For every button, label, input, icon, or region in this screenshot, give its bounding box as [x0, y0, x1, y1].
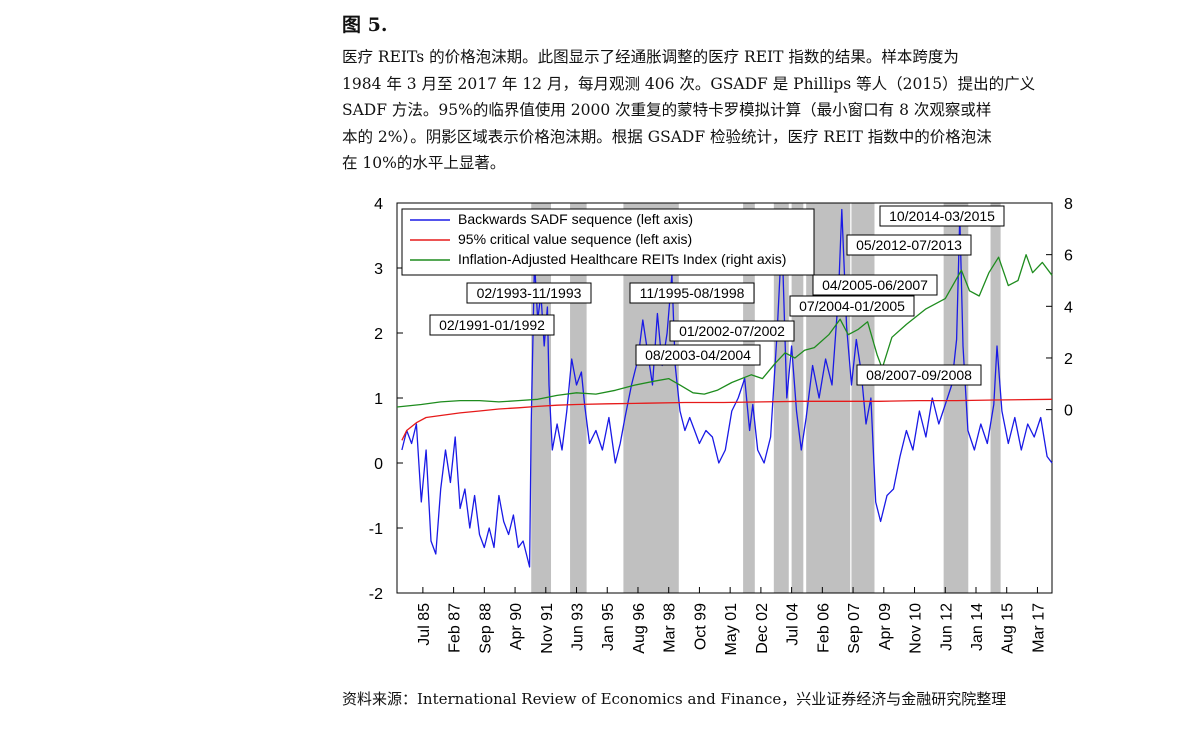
period-label: 02/1991-01/1992 [439, 317, 545, 333]
period-label-box [669, 320, 795, 342]
series-line-critical-value [401, 398, 1053, 441]
x-tick-label: Feb 06 [815, 603, 832, 653]
x-tick-label: Jul 85 [416, 603, 433, 646]
period-label-box [789, 295, 915, 317]
period-label: 08/2007-09/2008 [866, 367, 972, 383]
x-tick-label: Mar 98 [662, 603, 679, 653]
figure-source: 资料来源：International Review of Economics a… [342, 690, 1007, 708]
right-tick-label: 8 [1064, 196, 1073, 213]
period-label: 08/2003-04/2004 [645, 347, 751, 363]
left-tick-label: 4 [374, 196, 383, 213]
legend-entry: Inflation-Adjusted Healthcare REITs Inde… [458, 251, 786, 267]
legend: Backwards SADF sequence (left axis) 95% c… [401, 208, 815, 276]
left-tick-label: -2 [369, 586, 383, 603]
caption-line: 本的 2%）。阴影区域表示价格泡沫期。根据 GSADF 检验统计，医疗 REIT… [342, 127, 992, 146]
right-axis: 0 2 4 6 8 [1046, 196, 1073, 420]
caption-line: SADF 方法。95%的临界值使用 2000 次重复的蒙特卡罗模拟计算（最小窗口… [342, 101, 992, 120]
x-tick-label: Jun 93 [570, 603, 587, 651]
x-tick-label: Jan 14 [969, 603, 986, 651]
bubble-period-band [773, 203, 789, 593]
period-label-box [879, 205, 1005, 227]
period-label: 07/2004-01/2005 [799, 298, 905, 314]
x-tick-label: Jan 95 [600, 603, 617, 651]
x-tick-label: Mar 17 [1030, 603, 1047, 653]
x-tick-label: May 01 [723, 603, 740, 656]
figure-caption: 医疗 REITs 的价格泡沫期。此图显示了经通胀调整的医疗 REIT 指数的结果… [342, 44, 1082, 177]
x-tick-label: Jun 12 [938, 603, 955, 651]
x-tick-label: Oct 99 [692, 603, 709, 650]
left-axis: -2 -1 0 1 2 3 4 [369, 196, 403, 603]
series-line-sadf [401, 208, 1053, 568]
period-label-box [846, 234, 972, 256]
left-tick-label: 0 [374, 456, 383, 473]
series-lines [396, 208, 1053, 568]
period-label: 02/1993-11/1993 [477, 285, 582, 301]
right-tick-label: 2 [1064, 351, 1073, 368]
left-tick-label: -1 [369, 521, 383, 538]
caption-line: 在 10%的水平上显著。 [342, 154, 506, 173]
period-label-box [635, 344, 761, 366]
period-label: 01/2002-07/2002 [679, 323, 785, 339]
x-tick-label: Dec 02 [754, 603, 771, 654]
caption-line: 医疗 REITs 的价格泡沫期。此图显示了经通胀调整的医疗 REIT 指数的结果… [342, 48, 959, 66]
right-tick-label: 0 [1064, 403, 1073, 420]
period-label: 11/1995-08/1998 [640, 285, 745, 301]
period-label-box [466, 282, 592, 304]
x-tick-label: Sep 88 [477, 603, 494, 654]
legend-box [401, 208, 815, 276]
x-tick-label: Sep 07 [846, 603, 863, 654]
x-tick-label: Nov 10 [908, 603, 925, 654]
period-label: 05/2012-07/2013 [856, 237, 962, 253]
bubble-period-labels: 02/1991-01/1992 02/1993-11/1993 11/1995-08… [429, 205, 1005, 386]
x-axis: Jul 85 Feb 87 Sep 88 Apr 90 Nov 91 Jun 93 Jan … [416, 587, 1047, 656]
series-line-reit-index [396, 254, 1053, 408]
x-tick-label: Apr 90 [508, 603, 525, 650]
caption-line: 1984 年 3 月至 2017 年 12 月，每月观测 406 次。GSADF… [342, 74, 1036, 93]
bubble-period-band [743, 203, 755, 593]
bubble-period-band [990, 203, 1001, 593]
x-tick-label: Nov 91 [539, 603, 556, 654]
left-tick-label: 1 [374, 391, 383, 408]
period-label-box [856, 364, 982, 386]
legend-entry: Backwards SADF sequence (left axis) [458, 211, 693, 227]
x-tick-label: Jul 04 [785, 603, 802, 646]
period-label-box [812, 274, 938, 296]
bubble-period-band [791, 203, 804, 593]
period-label-box [429, 314, 555, 336]
right-tick-label: 4 [1064, 299, 1073, 316]
left-tick-label: 3 [374, 261, 383, 278]
x-tick-label: Aug 96 [631, 603, 648, 654]
x-tick-label: Aug 15 [1000, 603, 1017, 654]
right-tick-label: 6 [1064, 248, 1073, 265]
legend-entry: 95% critical value sequence (left axis) [458, 231, 692, 247]
period-label: 10/2014-03/2015 [889, 208, 995, 224]
period-label: 04/2005-06/2007 [822, 277, 928, 293]
gsadf-bubble-chart: -2 -1 0 1 2 3 4 0 2 4 6 8 Jul 85 Feb 87 Sep 88 Apr 90… [369, 196, 1073, 656]
figure-title: 图 5. [342, 14, 388, 36]
x-tick-label: Feb 87 [447, 603, 464, 653]
period-label-box [629, 282, 755, 304]
x-tick-label: Apr 09 [877, 603, 894, 650]
left-tick-label: 2 [374, 326, 383, 343]
